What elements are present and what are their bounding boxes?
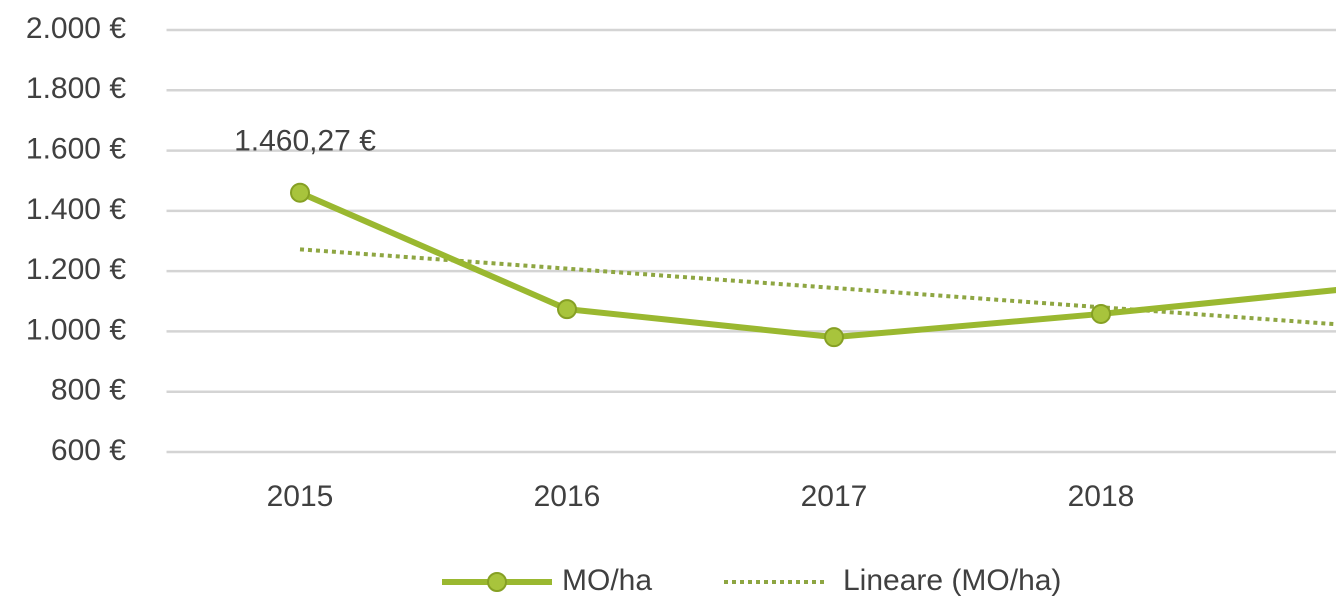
data-label: 1.460,27 € bbox=[234, 125, 376, 158]
x-tick-label: 2016 bbox=[534, 480, 601, 513]
series-line bbox=[298, 189, 1336, 341]
legend-marker bbox=[487, 572, 507, 592]
x-tick-label: 2018 bbox=[1068, 480, 1135, 513]
x-tick-label: 2015 bbox=[267, 480, 334, 513]
y-tick-label: 2.000 € bbox=[26, 12, 126, 45]
y-tick-label: 600 € bbox=[51, 434, 126, 467]
point bbox=[824, 327, 844, 348]
point bbox=[557, 299, 577, 320]
y-tick-label: 1.800 € bbox=[26, 72, 126, 105]
x-tick-label: 2019 bbox=[1335, 480, 1336, 513]
x-tick-label: 2017 bbox=[801, 480, 868, 513]
legend-label: MO/ha bbox=[562, 564, 652, 597]
legend-label: Lineare (MO/ha) bbox=[843, 564, 1061, 597]
point bbox=[1091, 303, 1111, 324]
point bbox=[290, 182, 310, 203]
trend-line bbox=[299, 247, 1336, 327]
y-tick-label: 1.600 € bbox=[26, 132, 126, 165]
y-tick-label: 1.400 € bbox=[26, 193, 126, 226]
y-tick-label: 1.000 € bbox=[26, 313, 126, 346]
y-tick-label: 1.200 € bbox=[26, 253, 126, 286]
y-tick-label: 800 € bbox=[51, 374, 126, 407]
